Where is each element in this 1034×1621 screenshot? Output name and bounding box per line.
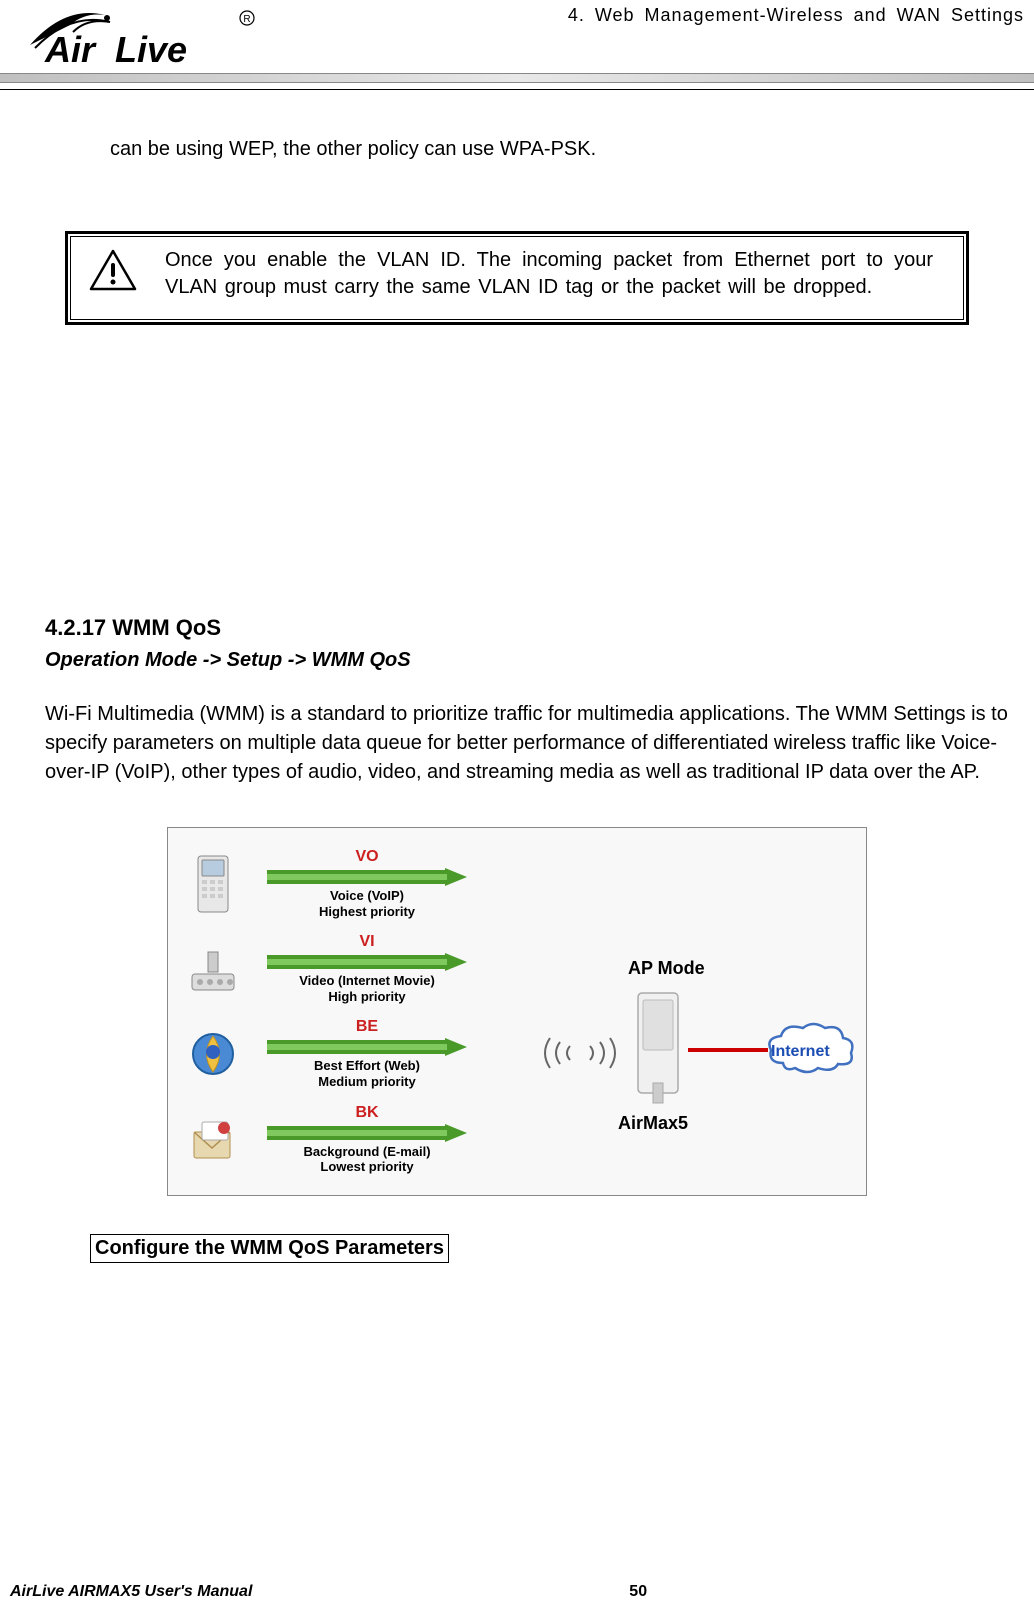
svg-text:R: R xyxy=(243,14,250,25)
airmax-label: AirMax5 xyxy=(618,1113,688,1134)
sub-bk-1: Background (E-mail) xyxy=(303,1144,430,1159)
ap-mode-label: AP Mode xyxy=(628,958,705,979)
warning-icon xyxy=(89,249,137,296)
arrow-shape-be xyxy=(267,1038,467,1056)
diagram-right: AP Mode AirMax5 Internet xyxy=(528,878,858,1228)
arrow-vo: VO Voice (VoIP) Highest priority xyxy=(252,848,482,919)
email-icon xyxy=(188,1107,238,1172)
arrow-bk: BK Background (E-mail) Lowest priority xyxy=(252,1104,482,1175)
sub-bk: Background (E-mail) Lowest priority xyxy=(303,1144,430,1175)
warning-text: Once you enable the VLAN ID. The incomin… xyxy=(165,247,933,301)
svg-text:Air: Air xyxy=(44,29,97,70)
footer-manual-name: AirLive AIRMAX5 User's Manual xyxy=(10,1583,252,1601)
breadcrumb: Operation Mode -> Setup -> WMM QoS xyxy=(45,649,1034,672)
page-footer: AirLive AIRMAX5 User's Manual 50 xyxy=(0,1583,1034,1601)
section-heading: 4.2.17 WMM QoS xyxy=(45,615,1034,641)
sub-vi: Video (Internet Movie) High priority xyxy=(299,973,435,1004)
sub-vi-1: Video (Internet Movie) xyxy=(299,973,435,988)
sub-vi-2: High priority xyxy=(328,989,405,1004)
warning-box: Once you enable the VLAN ID. The incomin… xyxy=(65,231,969,325)
airmax-device-icon xyxy=(623,988,693,1113)
config-heading: Configure the WMM QoS Parameters xyxy=(90,1234,449,1263)
tag-bk: BK xyxy=(355,1104,378,1122)
arrow-shape-bk xyxy=(267,1124,467,1142)
warning-box-inner: Once you enable the VLAN ID. The incomin… xyxy=(70,236,964,320)
arrow-shape-vo xyxy=(267,868,467,886)
section-paragraph: Wi-Fi Multimedia (WMM) is a standard to … xyxy=(45,700,1009,787)
svg-text:Live: Live xyxy=(115,29,187,70)
browser-icon xyxy=(188,1021,238,1086)
voip-phone-icon xyxy=(188,851,238,916)
sub-bk-2: Lowest priority xyxy=(320,1159,413,1174)
arrow-shape-vi xyxy=(267,953,467,971)
tag-vo: VO xyxy=(355,848,378,866)
arrow-vi: VI Video (Internet Movie) High priority xyxy=(252,933,482,1004)
internet-label: Internet xyxy=(771,1043,830,1061)
wifi-waves-icon xyxy=(540,1028,620,1083)
sub-vo-2: Highest priority xyxy=(319,904,415,919)
sub-vo: Voice (VoIP) Highest priority xyxy=(319,888,415,919)
sub-be: Best Effort (Web) Medium priority xyxy=(314,1058,420,1089)
airlive-logo: Air Live R xyxy=(25,0,255,75)
page-header: 4. Web Management-Wireless and WAN Setti… xyxy=(0,0,1034,90)
intro-text: can be using WEP, the other policy can u… xyxy=(110,138,1034,161)
sub-be-1: Best Effort (Web) xyxy=(314,1058,420,1073)
remote-icon xyxy=(188,936,238,1001)
sub-vo-1: Voice (VoIP) xyxy=(330,888,404,903)
chapter-title: 4. Web Management-Wireless and WAN Setti… xyxy=(568,5,1024,26)
connection-line xyxy=(688,1048,768,1052)
tag-be: BE xyxy=(356,1018,378,1036)
tag-vi: VI xyxy=(359,933,374,951)
arrow-be: BE Best Effort (Web) Medium priority xyxy=(252,1018,482,1089)
sub-be-2: Medium priority xyxy=(318,1074,416,1089)
header-divider xyxy=(0,73,1034,83)
wmm-diagram: VO Voice (VoIP) Highest priority VI xyxy=(167,827,867,1196)
